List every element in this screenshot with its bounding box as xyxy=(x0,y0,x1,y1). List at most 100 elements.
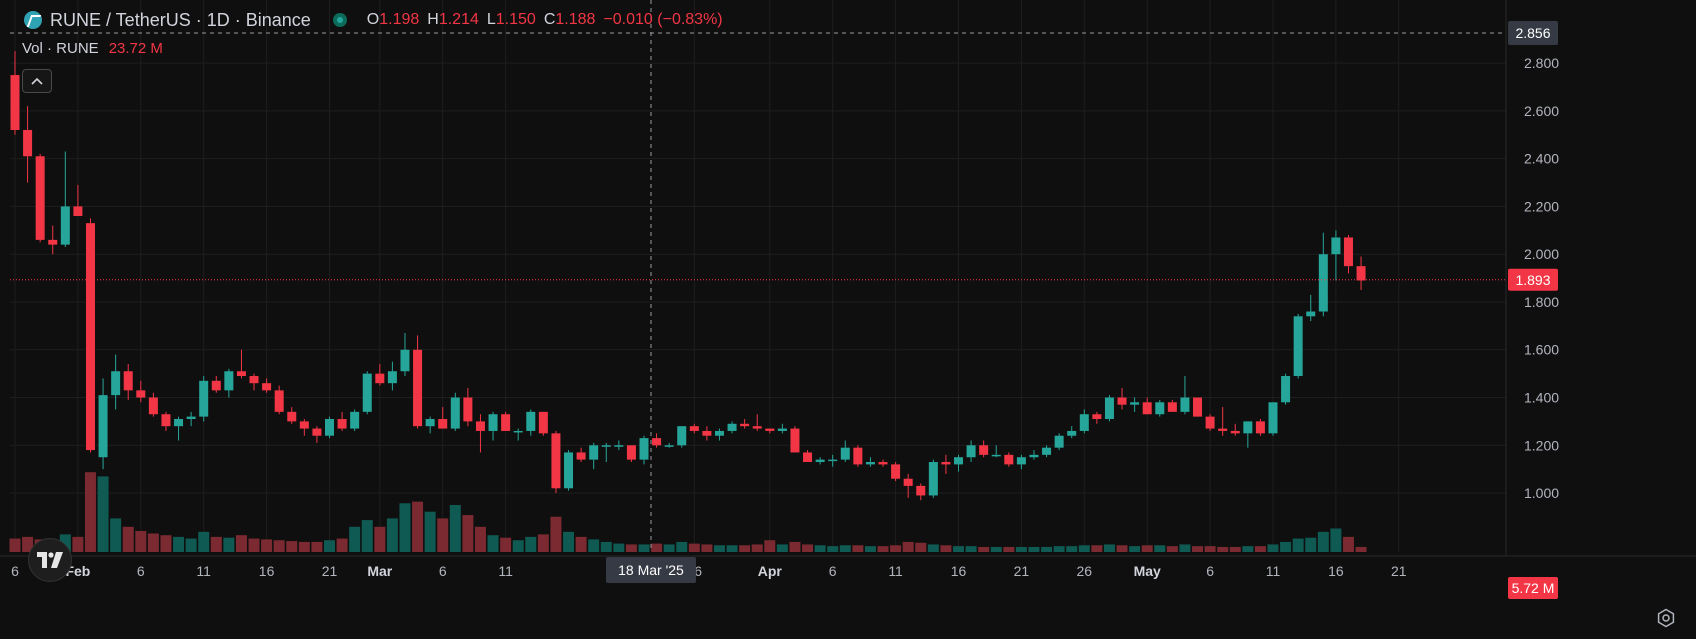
volume-value: 23.72 M xyxy=(108,40,163,57)
candle-body xyxy=(538,411,548,434)
candle-body xyxy=(941,462,951,465)
market-status-icon[interactable] xyxy=(332,13,347,27)
volume-bar xyxy=(1041,546,1053,552)
crosshair-price-badge[interactable] xyxy=(1508,21,1558,45)
volume-bar xyxy=(173,536,185,552)
volume-legend[interactable]: Vol · RUNE 23.72 M xyxy=(22,40,163,57)
volume-bar xyxy=(336,538,348,552)
candle-body xyxy=(991,454,1001,457)
candle-body xyxy=(954,457,963,465)
last-price-badge[interactable] xyxy=(1508,268,1558,291)
volume-bar xyxy=(72,536,84,552)
candle-body xyxy=(199,380,209,417)
candle-body xyxy=(966,445,976,458)
close-value: 1.188 xyxy=(555,11,596,28)
time-tick-label: 16 xyxy=(951,563,967,579)
candle-body xyxy=(450,397,460,429)
candle-body xyxy=(337,419,347,429)
candle-body xyxy=(790,428,800,453)
symbol-legend[interactable]: RUNE / TetherUS · 1D · Binance O1.198 H1… xyxy=(24,8,723,32)
volume-bar xyxy=(1129,546,1141,552)
time-tick-label: 6 xyxy=(1206,563,1214,579)
candle-body xyxy=(413,349,423,427)
candle-body xyxy=(400,349,410,372)
candle-body xyxy=(878,462,888,465)
price-tick-label: 2.600 xyxy=(1524,103,1559,119)
candle-body xyxy=(916,485,926,496)
time-tick-label: 11 xyxy=(196,563,211,579)
volume-bar xyxy=(1254,546,1266,552)
candle-body xyxy=(928,462,938,496)
last-volume-badge[interactable] xyxy=(1508,577,1558,599)
candle-body xyxy=(1331,237,1341,255)
volume-bar xyxy=(764,540,776,552)
volume-bar xyxy=(122,526,134,552)
volume-bar xyxy=(663,544,675,552)
candle-body xyxy=(73,206,83,216)
volume-bar xyxy=(864,546,876,552)
time-tick-label: Mar xyxy=(367,563,392,579)
candle-body xyxy=(828,459,838,462)
candle-body xyxy=(262,383,272,391)
volume-bar xyxy=(1204,546,1216,552)
candle-body xyxy=(325,419,334,436)
candle-body xyxy=(727,423,737,431)
volume-bar xyxy=(739,545,751,552)
candle-body xyxy=(891,464,901,479)
candle-body xyxy=(564,452,574,489)
chart-settings-gear-icon[interactable] xyxy=(1655,607,1677,629)
tradingview-logo-icon[interactable] xyxy=(28,538,72,582)
volume-bar xyxy=(449,504,461,552)
symbol-title[interactable]: RUNE / TetherUS · 1D · Binance xyxy=(50,9,311,30)
price-tick-label: 1.800 xyxy=(1524,294,1559,310)
volume-bar xyxy=(600,541,612,552)
collapse-legend-button[interactable] xyxy=(22,69,52,93)
candle-body xyxy=(161,414,171,427)
time-axis[interactable]: 6Feb6111621Mar61126Apr611162126May611162… xyxy=(0,555,1696,583)
candle-body xyxy=(1142,402,1152,415)
candle-body xyxy=(136,390,146,398)
candle-body xyxy=(865,462,875,465)
candle-body xyxy=(274,390,284,412)
time-tick-label: 6 xyxy=(11,563,19,579)
time-tick-label: May xyxy=(1134,563,1161,579)
candle-body xyxy=(576,452,586,460)
volume-bar xyxy=(827,546,839,552)
candle-body xyxy=(249,376,259,384)
volume-bar xyxy=(550,516,562,552)
volume-bar xyxy=(500,537,512,552)
candle-body xyxy=(35,156,45,240)
candle-body xyxy=(299,421,309,429)
candle-body xyxy=(526,411,536,431)
candle-body xyxy=(740,423,750,427)
volume-bar xyxy=(185,538,197,552)
candle-body xyxy=(1180,397,1190,412)
volume-bar xyxy=(286,541,298,552)
high-value: 1.214 xyxy=(438,11,479,28)
time-tick-label: Apr xyxy=(758,563,783,579)
candle-body xyxy=(1306,311,1316,317)
volume-bar xyxy=(927,544,939,552)
candle-body xyxy=(123,371,133,391)
volume-bar xyxy=(1166,546,1178,552)
candle-body xyxy=(652,438,662,446)
volume-bar xyxy=(462,515,474,552)
crosshair-date-badge[interactable] xyxy=(606,557,696,583)
volume-bar xyxy=(1217,546,1229,552)
volume-bar xyxy=(273,540,285,552)
volume-bar xyxy=(978,546,990,552)
candle-body xyxy=(1155,402,1165,415)
volume-bar xyxy=(1229,546,1241,552)
chevron-up-icon xyxy=(31,77,43,85)
volume-bar xyxy=(751,544,763,552)
price-tick-label: 1.200 xyxy=(1524,437,1559,453)
volume-bar xyxy=(940,545,952,552)
volume-bar xyxy=(902,541,914,552)
candle-body xyxy=(211,380,221,391)
price-axis[interactable]: 1.000 1.200 1.400 1.600 1.800 2.000 2.200 2.400… xyxy=(1505,0,1559,599)
candle-body xyxy=(10,75,20,130)
volume-bar xyxy=(1342,536,1354,552)
volume-bar xyxy=(713,545,725,552)
